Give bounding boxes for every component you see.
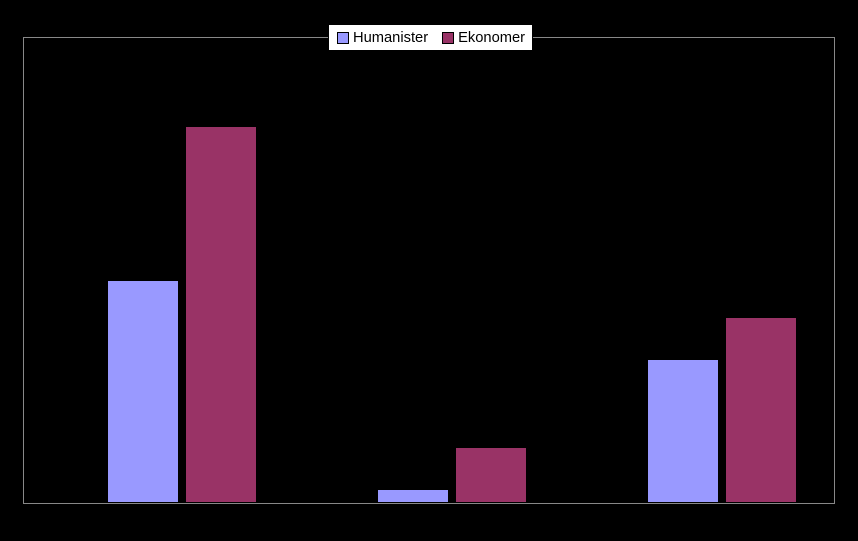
bar-humanister-cat2 [647, 359, 719, 503]
legend-swatch-ekonomer [442, 32, 454, 44]
bar-ekonomer-cat1 [455, 447, 527, 503]
legend-label-humanister: Humanister [353, 30, 428, 46]
legend-label-ekonomer: Ekonomer [458, 30, 525, 46]
legend: Humanister Ekonomer [328, 24, 533, 51]
legend-swatch-humanister [337, 32, 349, 44]
bar-humanister-cat1 [377, 489, 449, 503]
bar-humanister-cat0 [107, 280, 179, 503]
bar-ekonomer-cat0 [185, 126, 257, 503]
plot-area [23, 37, 835, 504]
bar-ekonomer-cat2 [725, 317, 797, 503]
